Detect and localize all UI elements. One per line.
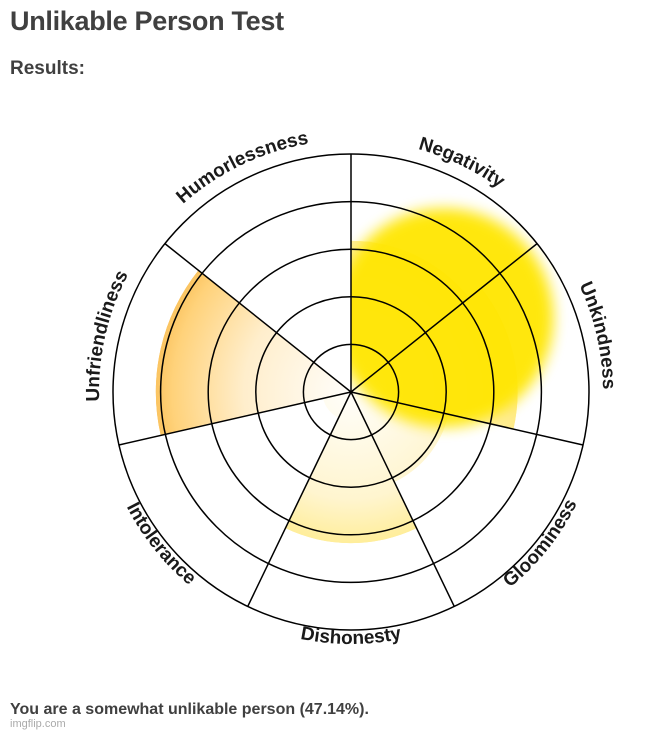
svg-text:Humorlessness: Humorlessness — [173, 128, 310, 208]
svg-text:Dishonesty: Dishonesty — [299, 623, 403, 649]
svg-text:Negativity: Negativity — [416, 134, 508, 193]
svg-text:Intolerance: Intolerance — [122, 499, 200, 589]
svg-text:Gloominess: Gloominess — [499, 496, 581, 592]
svg-text:Unfriendliness: Unfriendliness — [83, 267, 133, 402]
